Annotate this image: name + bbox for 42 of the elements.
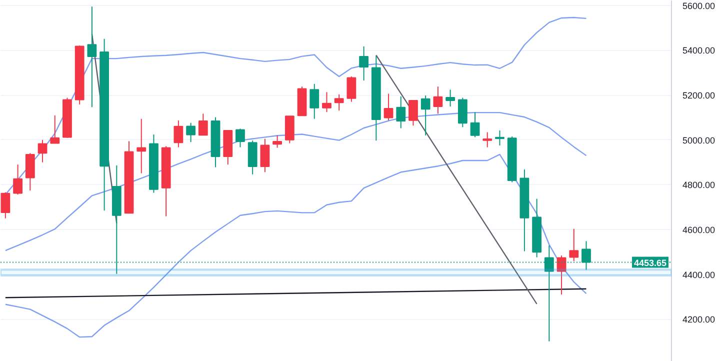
candlestick — [50, 114, 60, 144]
candlestick — [359, 46, 369, 81]
ref-line-label: 4453.65 — [634, 258, 667, 268]
candlestick — [25, 152, 35, 192]
candlestick — [396, 96, 406, 129]
y-tick-label: 4200.00 — [682, 314, 716, 325]
y-tick-label: 4800.00 — [682, 180, 716, 190]
line-series — [4, 154, 587, 338]
candlestick — [87, 6, 97, 108]
candlestick — [13, 164, 22, 196]
candlestick — [236, 128, 245, 148]
candlestick — [284, 116, 294, 144]
candlestick — [433, 86, 443, 114]
candlestick — [198, 113, 208, 136]
candlestick — [446, 89, 456, 107]
candlestick — [260, 138, 270, 173]
y-tick-label: 5600.00 — [682, 0, 716, 11]
y-tick-label: 4600.00 — [682, 225, 716, 236]
candlestick — [272, 134, 282, 148]
candlestick — [38, 139, 48, 163]
candlestick — [174, 120, 184, 148]
candlestick — [322, 92, 332, 113]
y-tick-label: 5000.00 — [682, 135, 716, 146]
y-tick-label: 5200.00 — [682, 90, 716, 101]
candlestick — [569, 228, 579, 262]
candlestick — [556, 255, 566, 295]
candlestick — [384, 93, 394, 121]
candlestick — [458, 97, 468, 128]
candlestick — [346, 76, 356, 102]
candlestick — [136, 118, 146, 174]
candlestick — [470, 112, 480, 138]
candlestick — [334, 94, 344, 112]
candlestick — [408, 100, 418, 126]
candlestick — [420, 95, 430, 136]
candlestick — [248, 140, 258, 175]
candlestick — [495, 130, 504, 146]
y-tick-label: 4400.00 — [682, 270, 716, 280]
candlestick — [0, 192, 10, 219]
candlestick — [482, 132, 492, 148]
candlestick — [310, 83, 320, 120]
candlestick — [186, 122, 196, 143]
y-tick-label: 5400.00 — [682, 46, 716, 56]
